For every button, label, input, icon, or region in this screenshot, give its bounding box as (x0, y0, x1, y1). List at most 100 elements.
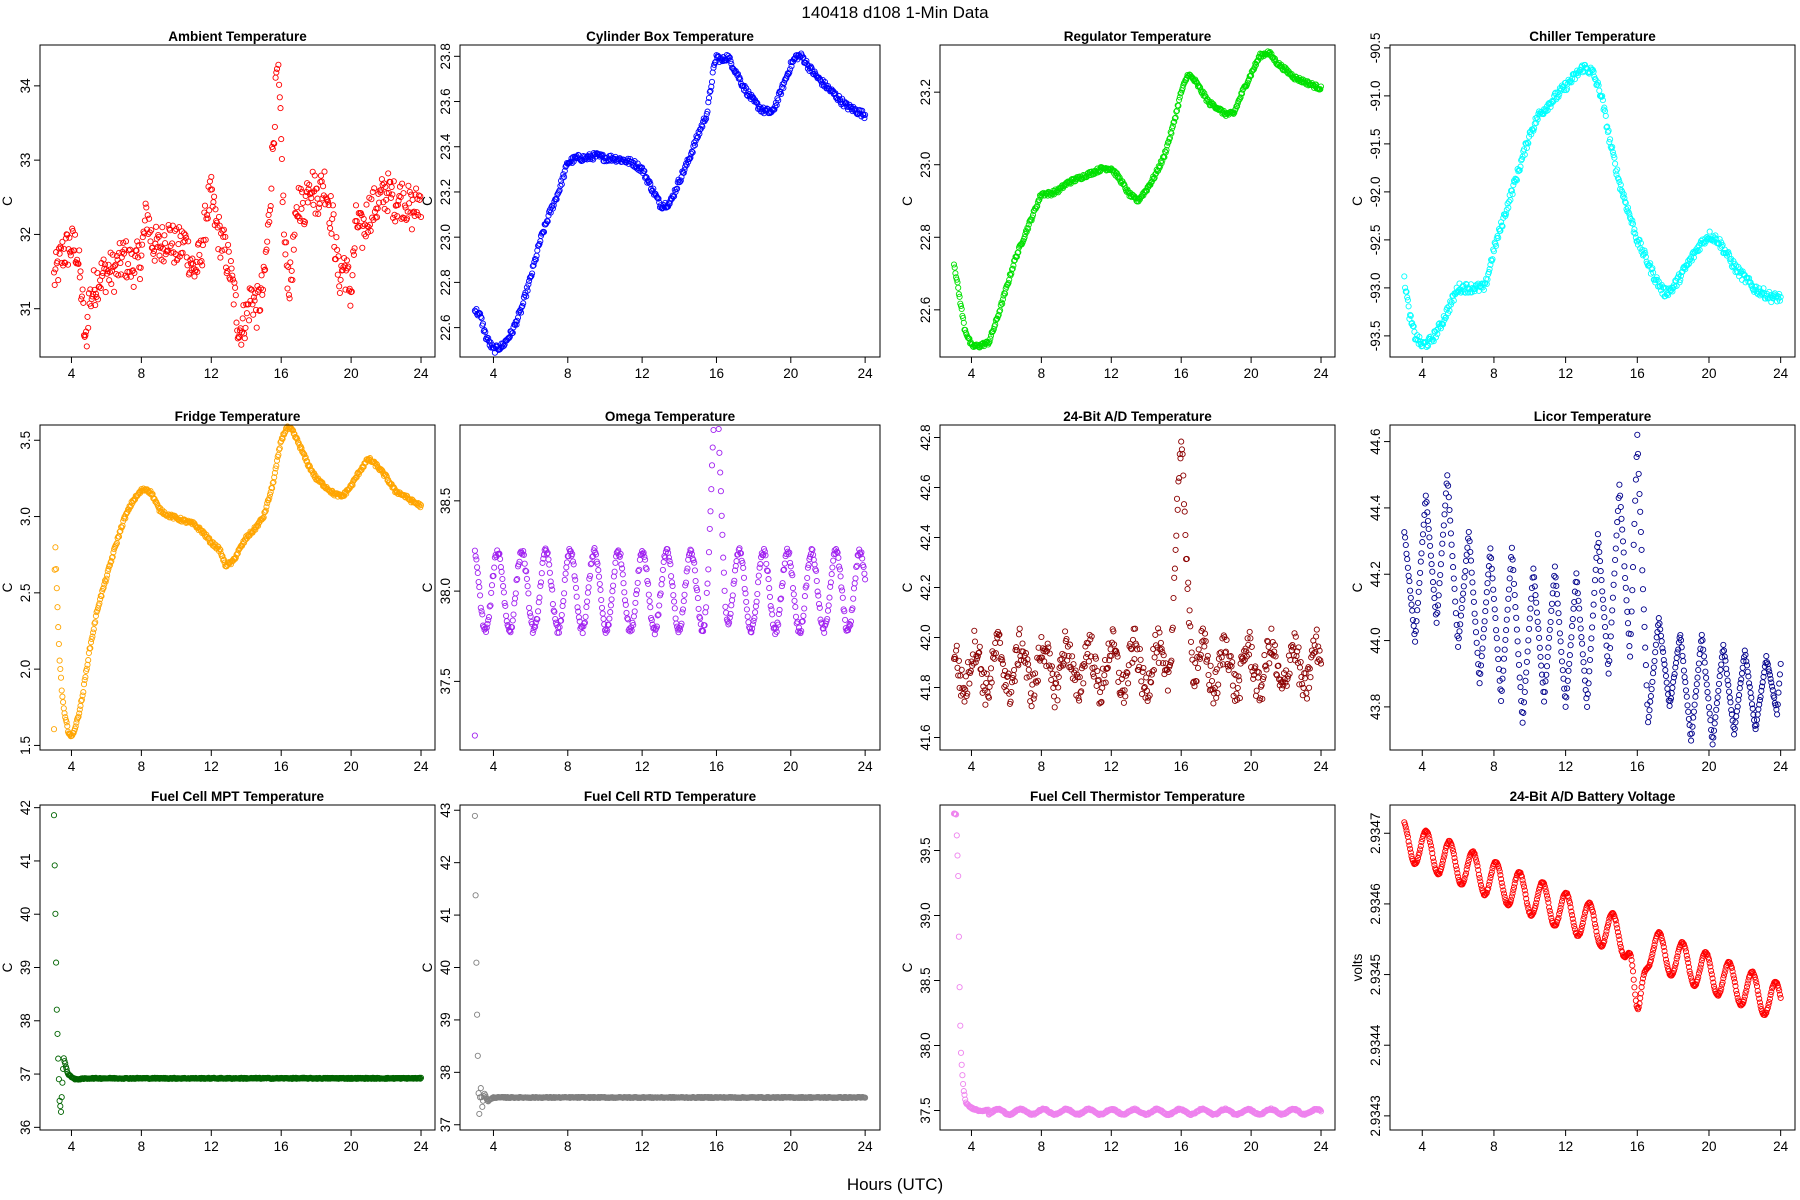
data-point (269, 145, 276, 153)
data-point (1651, 657, 1658, 665)
data-point (256, 307, 263, 314)
data-point (1507, 196, 1514, 204)
data-point (608, 596, 615, 603)
data-point (334, 271, 341, 278)
data-point (1158, 645, 1165, 652)
data-point (708, 486, 715, 493)
data-point (1303, 695, 1311, 702)
data-point (1523, 669, 1530, 676)
data-point (92, 612, 99, 620)
data-point (310, 201, 317, 208)
data-point (1589, 624, 1596, 631)
data-point (646, 598, 653, 605)
data-point (51, 862, 58, 869)
data-point (473, 556, 480, 563)
data-point (653, 194, 661, 201)
data-point (276, 94, 283, 101)
data-point (1064, 643, 1071, 650)
data-point (1162, 148, 1169, 155)
data-point (1094, 677, 1102, 684)
data-point (1502, 636, 1509, 643)
data-point (64, 261, 72, 268)
data-point (1409, 320, 1416, 327)
y-tick-label: 3.5 (18, 431, 33, 450)
data-point (267, 489, 274, 496)
data-point (1315, 643, 1322, 650)
data-point (752, 609, 759, 616)
data-point (1576, 605, 1583, 612)
data-point (624, 615, 631, 622)
data-point (997, 302, 1004, 309)
data-point (619, 565, 626, 572)
data-point (745, 88, 752, 95)
data-point (289, 276, 296, 284)
data-point (1401, 529, 1408, 536)
data-point (52, 544, 59, 551)
data-point (55, 640, 62, 648)
data-point (992, 639, 999, 647)
data-point (1028, 703, 1035, 710)
panel-title: 24-Bit A/D Temperature (1063, 409, 1212, 424)
data-point (1413, 618, 1420, 625)
data-point (1409, 607, 1416, 614)
data-point (573, 593, 580, 600)
data-point (1213, 666, 1220, 673)
data-point (157, 244, 164, 251)
data-point (348, 288, 355, 295)
data-point (1712, 714, 1719, 721)
data-point (57, 1103, 64, 1110)
data-point (410, 208, 418, 215)
data-point (1488, 555, 1495, 562)
data-point (1579, 651, 1586, 658)
data-point (1259, 695, 1266, 702)
data-point (964, 690, 971, 697)
y-axis-label: C (900, 196, 915, 206)
data-point (658, 581, 665, 588)
data-point (1650, 269, 1657, 276)
data-point (1261, 652, 1268, 659)
data-point (1222, 648, 1229, 655)
data-point (105, 565, 112, 572)
data-point (50, 726, 58, 733)
data-point (998, 654, 1005, 661)
data-point (789, 585, 797, 592)
data-point (1305, 664, 1312, 671)
data-point (1024, 224, 1031, 231)
data-point (575, 608, 582, 615)
data-point (1467, 548, 1474, 556)
data-point (772, 103, 779, 110)
data-point (1231, 109, 1238, 116)
data-point (957, 302, 965, 310)
data-point (1498, 222, 1505, 229)
data-point (546, 561, 553, 568)
data-point (648, 617, 655, 624)
data-point (1716, 236, 1723, 243)
data-point (787, 563, 794, 570)
data-point (690, 143, 697, 150)
data-point (1592, 566, 1599, 573)
plot-frame (1389, 424, 1796, 751)
data-point (1240, 658, 1247, 665)
data-point (149, 490, 156, 498)
data-point (1076, 697, 1083, 704)
data-point (1598, 93, 1605, 100)
data-point (1602, 633, 1609, 640)
data-point (202, 236, 209, 243)
data-point (83, 343, 90, 350)
data-point (1530, 127, 1537, 134)
x-tick-label: 4 (490, 759, 498, 774)
x-tick-label: 8 (138, 1139, 146, 1154)
data-point (1600, 605, 1607, 612)
data-point (1450, 297, 1457, 304)
data-point (384, 208, 391, 215)
data-point (1438, 550, 1445, 557)
data-point (157, 243, 164, 250)
data-point (1504, 606, 1511, 613)
data-point (510, 611, 517, 618)
data-point (676, 626, 684, 633)
data-point (536, 240, 543, 247)
data-point (1407, 587, 1414, 594)
y-tick-label: 22.8 (918, 224, 933, 250)
data-point (996, 308, 1003, 315)
data-point (1055, 684, 1062, 691)
